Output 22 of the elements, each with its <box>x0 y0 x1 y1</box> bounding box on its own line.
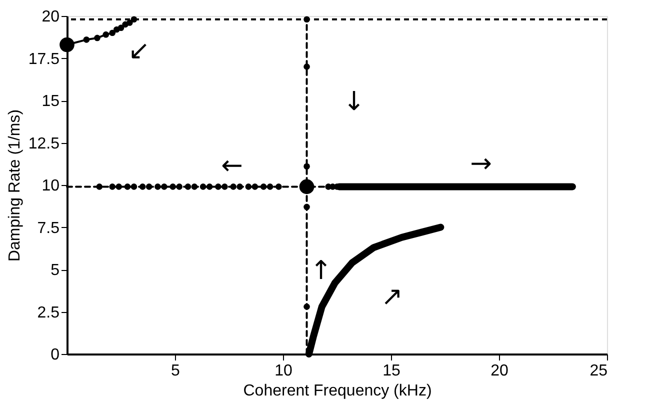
y-axis-title: Damping Rate (1/ms) <box>6 109 24 262</box>
x-tick-label: 20 <box>490 362 508 380</box>
y-tick-label: 2.5 <box>37 304 60 322</box>
x-tick-label: 25 <box>590 362 608 380</box>
y-tick-label: 17.5 <box>28 50 60 68</box>
x-tick-label: 10 <box>274 362 292 380</box>
y-tick-label: 10 <box>42 178 60 194</box>
y-tick-label: 7.5 <box>37 220 60 237</box>
annotation: ↗ <box>381 282 403 312</box>
y-tick-label: 5 <box>50 262 60 279</box>
annotation: ↓ <box>343 87 365 117</box>
y-tick-label: 20 <box>42 8 60 26</box>
y-tick-label: 12.5 <box>28 135 60 152</box>
y-tick-label: 0 <box>50 346 60 364</box>
annotation: → <box>470 149 492 179</box>
x-tick-label: 15 <box>382 362 400 380</box>
x-axis-title: Coherent Frequency (kHz) <box>243 382 432 400</box>
y-tick-label: 15 <box>42 93 60 110</box>
annotation: ↙ <box>128 36 150 66</box>
x-tick-label: 5 <box>171 362 180 380</box>
annotation: ↑ <box>310 256 332 286</box>
annotation: ← <box>221 151 243 181</box>
